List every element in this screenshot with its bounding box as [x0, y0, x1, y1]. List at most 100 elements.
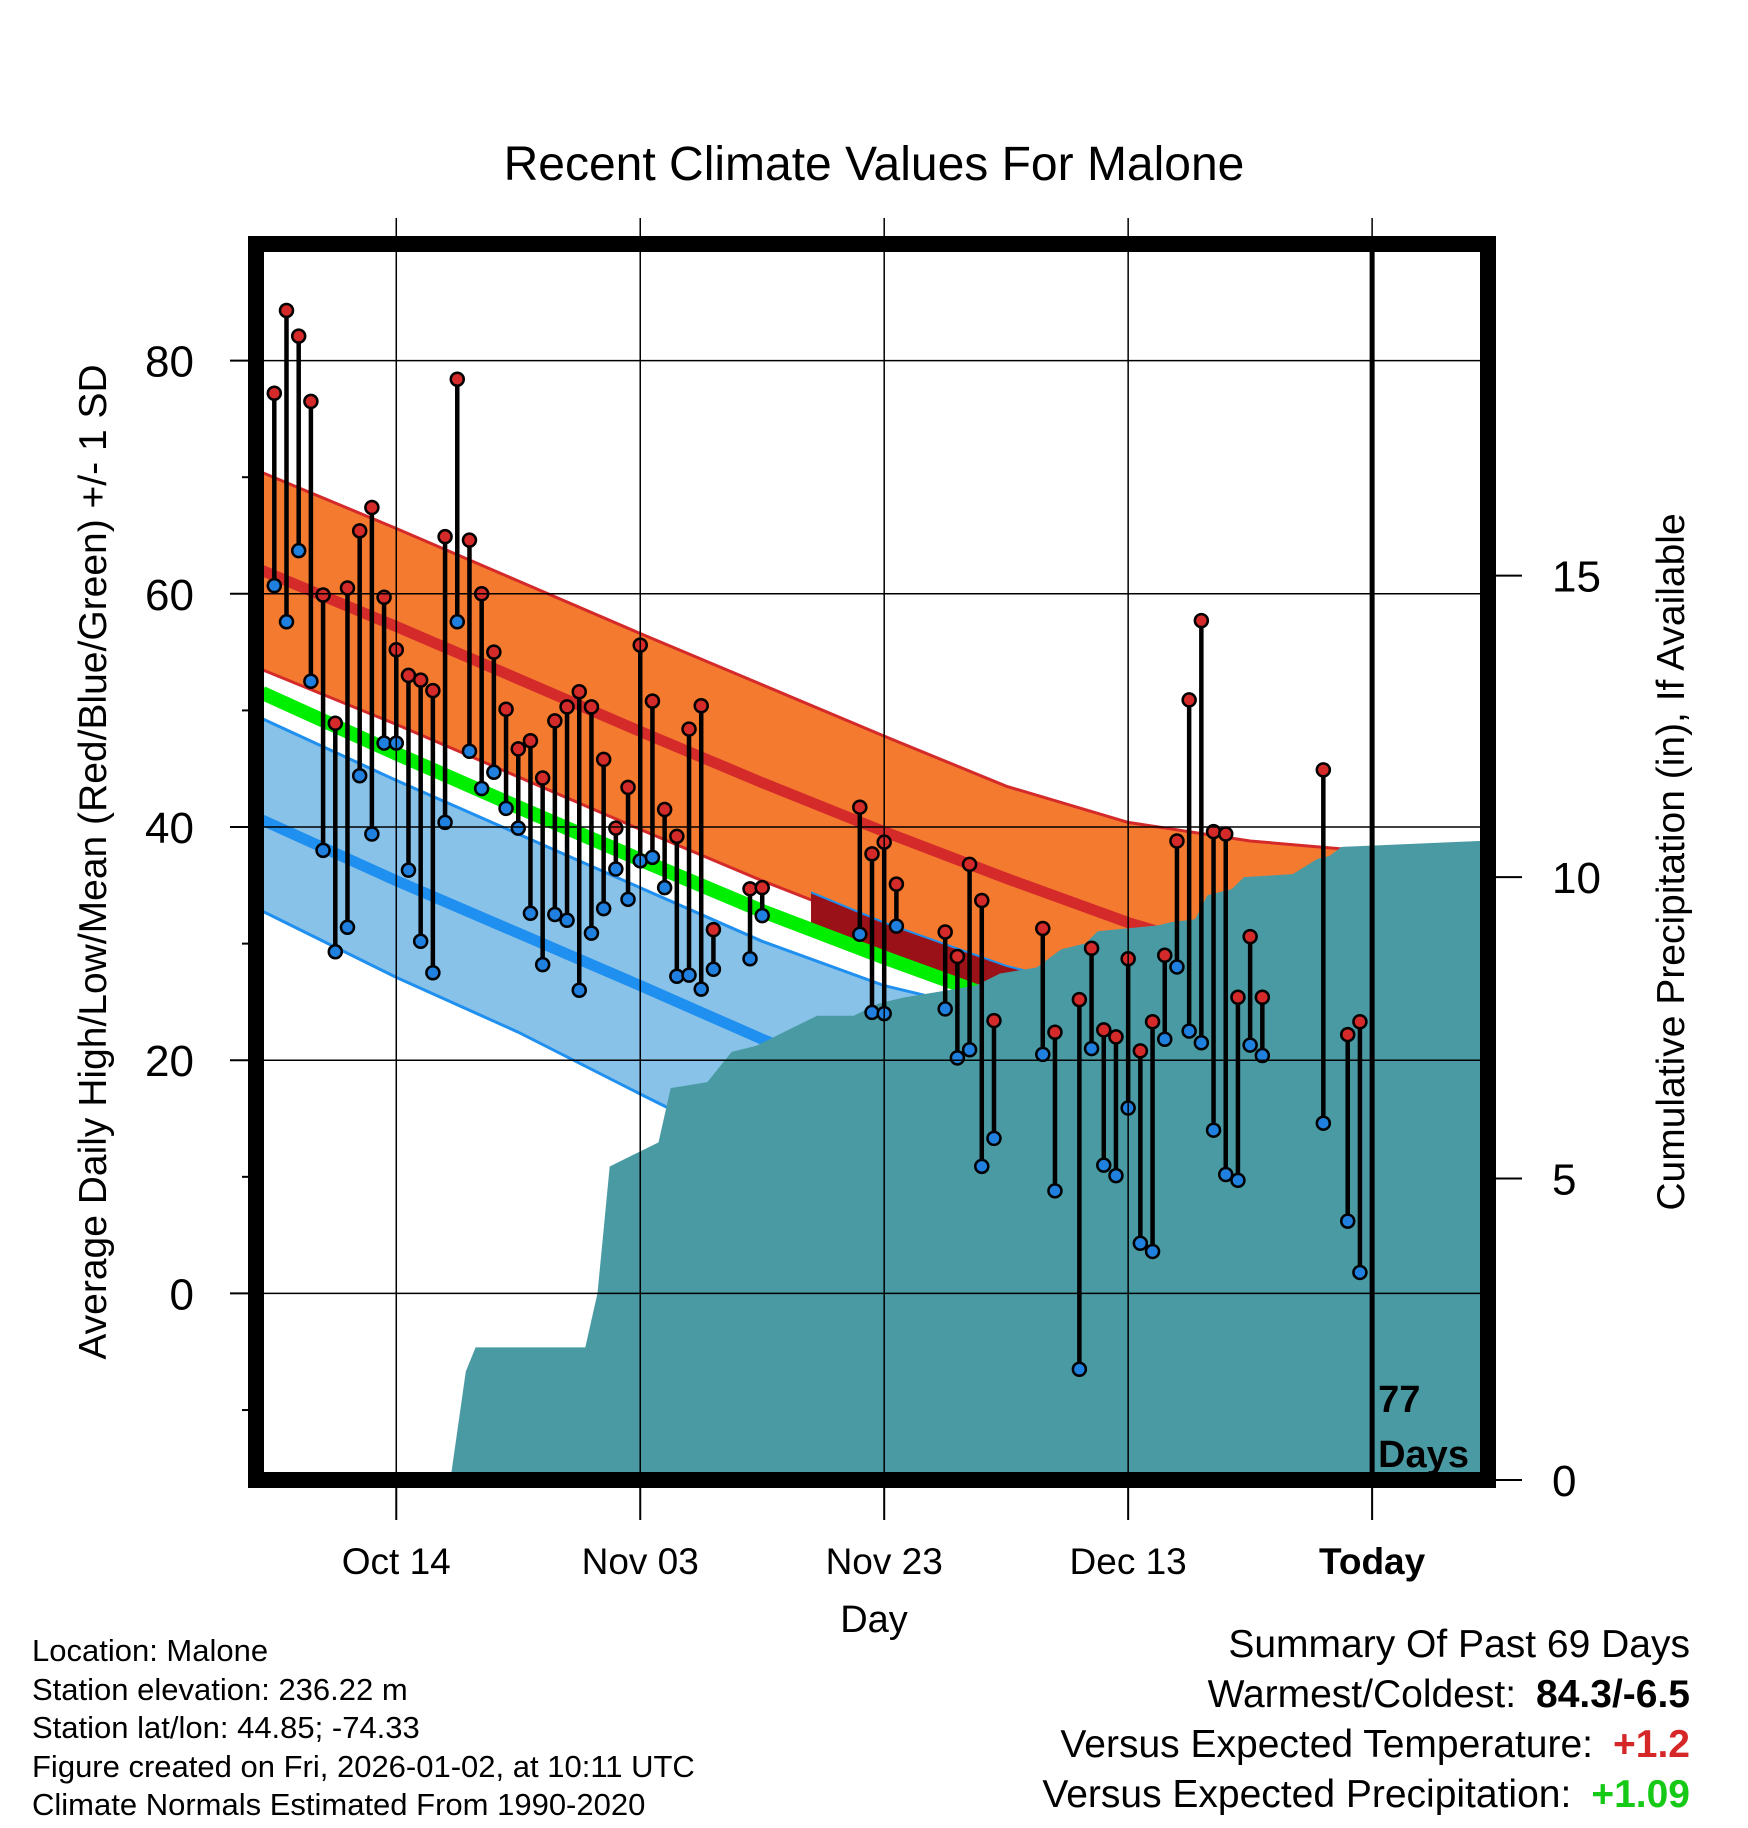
observed-high-point — [620, 779, 636, 796]
observed-day — [571, 684, 587, 999]
observed-day — [1193, 612, 1210, 1051]
observed-low-point — [351, 767, 368, 784]
observed-high-point — [339, 580, 356, 596]
temp-anomaly-label: Versus Expected Temperature: — [1060, 1723, 1593, 1766]
observed-high-point — [1071, 991, 1088, 1008]
observed-low-point — [1181, 1023, 1197, 1039]
observed-low-point — [986, 1130, 1002, 1147]
observed-day — [1047, 1024, 1063, 1199]
x-axis-title: Day — [840, 1599, 908, 1641]
observed-low-point — [303, 673, 319, 690]
observed-low-point — [473, 780, 490, 797]
observed-high-point — [1254, 989, 1271, 1006]
observed-high-point — [1035, 920, 1051, 937]
observed-low-point — [1193, 1034, 1210, 1051]
observed-high-point — [315, 587, 331, 603]
observed-high-point — [608, 820, 624, 836]
observed-day — [1083, 940, 1100, 1057]
observed-day — [1157, 947, 1173, 1047]
observed-day — [852, 799, 868, 943]
x-tick-label: Nov 23 — [826, 1541, 943, 1582]
observed-day — [1181, 692, 1197, 1039]
observed-low-point — [425, 965, 441, 981]
observed-high-point — [1217, 826, 1234, 842]
observed-high-point — [364, 499, 380, 516]
observed-high-point — [449, 371, 466, 388]
observed-high-point — [888, 876, 905, 892]
summary-panel: Summary Of Past 69 Days Warmest/Coldest:… — [1042, 1620, 1690, 1820]
observed-day — [534, 770, 551, 973]
observed-low-point — [620, 891, 636, 908]
observed-day — [278, 302, 295, 630]
observed-day — [547, 713, 563, 923]
observed-low-point — [583, 925, 600, 941]
observed-high-point — [266, 385, 283, 402]
today-days-label: Days — [1378, 1434, 1469, 1476]
y-tick-label: 0 — [170, 1270, 194, 1319]
today-marker: 77 Days — [1369, 244, 1469, 1480]
observed-low-point — [656, 879, 673, 896]
x-tick-label: Oct 14 — [342, 1541, 451, 1582]
precip-anomaly-value: +1.09 — [1591, 1773, 1690, 1816]
observed-high-point — [1144, 1013, 1161, 1030]
observed-high-point — [937, 924, 953, 940]
observed-low-point — [400, 862, 417, 878]
observed-high-point — [498, 701, 514, 717]
observed-low-point — [1132, 1235, 1149, 1252]
observed-low-point — [1035, 1046, 1051, 1063]
observed-day — [705, 921, 722, 978]
observed-low-point — [571, 982, 587, 999]
y-tick-label: 40 — [145, 804, 194, 853]
observed-day — [864, 846, 880, 1021]
y-tick-label: 20 — [145, 1037, 194, 1086]
y-axis-title: Average Daily High/Low/Mean (Red/Blue/Gr… — [72, 364, 115, 1359]
observed-low-point — [547, 906, 563, 923]
observed-day — [510, 741, 527, 836]
observed-high-point — [327, 715, 344, 731]
observed-day — [1035, 920, 1051, 1063]
observed-day — [644, 693, 661, 866]
observed-day — [290, 328, 307, 559]
observed-day — [754, 879, 770, 924]
x-tick-label: Today — [1319, 1541, 1426, 1582]
normals-text: Climate Normals Estimated From 1990-2020 — [32, 1787, 646, 1822]
observed-day — [961, 856, 978, 1058]
observed-low-point — [437, 814, 453, 831]
observed-low-point — [754, 907, 770, 924]
observed-high-point — [949, 948, 966, 965]
observed-low-point — [949, 1050, 966, 1066]
observed-day — [681, 721, 697, 983]
observed-high-point — [1169, 833, 1185, 849]
observed-high-point — [1096, 1022, 1112, 1038]
observed-day — [1096, 1022, 1112, 1173]
created-text: Figure created on Fri, 2026-01-02, at 10… — [32, 1748, 695, 1784]
observed-day — [937, 924, 953, 1017]
observed-day — [669, 828, 685, 985]
observed-high-point — [681, 721, 697, 737]
observed-day — [425, 682, 441, 981]
plot-frame — [248, 236, 1496, 1488]
observed-day — [315, 587, 331, 859]
observed-low-point — [1217, 1166, 1234, 1183]
temp-anomaly-value: +1.2 — [1613, 1723, 1690, 1766]
observed-low-point — [705, 961, 722, 978]
observed-high-point — [1352, 1013, 1368, 1030]
observed-low-point — [412, 933, 429, 950]
observed-low-point — [486, 764, 502, 780]
observed-day — [986, 1012, 1002, 1147]
observed-high-point — [986, 1012, 1002, 1029]
observed-low-point — [1108, 1167, 1124, 1184]
observed-day — [437, 528, 453, 831]
observed-low-point — [1315, 1115, 1332, 1131]
observed-low-point — [1352, 1264, 1368, 1281]
observed-high-point — [290, 328, 307, 344]
chart-title: Recent Climate Values For Malone — [504, 138, 1245, 191]
observed-high-point — [351, 523, 368, 539]
precip-anomaly-label: Versus Expected Precipitation: — [1042, 1773, 1572, 1816]
precip-anomaly-row: Versus Expected Precipitation: +1.09 — [1042, 1770, 1690, 1820]
observed-low-point — [1230, 1172, 1246, 1189]
observed-low-point — [498, 800, 514, 817]
observed-low-point — [595, 900, 612, 917]
observed-day — [1217, 826, 1234, 1183]
observed-low-point — [888, 918, 905, 934]
